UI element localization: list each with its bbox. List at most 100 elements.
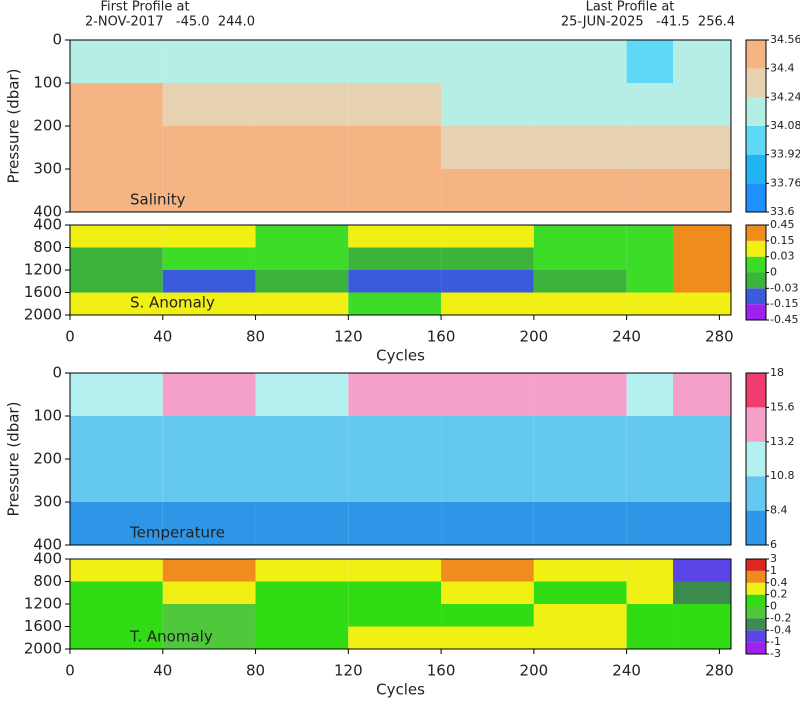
heat-cell — [533, 83, 627, 126]
colorbar-swatch — [746, 510, 766, 545]
heat-cell — [70, 373, 163, 416]
y-tick-label: 100 — [33, 407, 62, 425]
colorbar-swatch — [746, 126, 766, 155]
heat-cell — [255, 83, 349, 126]
heat-cell — [348, 83, 442, 126]
y-tick-label: 1200 — [24, 261, 62, 279]
heat-cell — [255, 225, 349, 248]
x-tick-label: 200 — [520, 328, 549, 346]
heat-cell — [70, 270, 163, 293]
heat-cell — [255, 292, 349, 315]
heat-cell — [348, 40, 442, 83]
y-tick-label: 400 — [33, 203, 62, 221]
heat-cell — [255, 169, 349, 212]
y-tick-label: 800 — [33, 238, 62, 256]
colorbar-label: 15.6 — [770, 400, 795, 413]
heat-cell — [626, 270, 674, 293]
heat-cell — [626, 604, 674, 627]
y-tick-label: 400 — [33, 550, 62, 568]
y-tick-label: 1600 — [24, 617, 62, 635]
colorbar-label: 0.03 — [770, 250, 795, 263]
x-tick-label: 240 — [612, 662, 641, 680]
y-tick-label: 200 — [33, 117, 62, 135]
heat-cell — [673, 604, 731, 627]
heat-cell — [348, 169, 442, 212]
heat-cell — [441, 604, 534, 627]
colorbar-swatch — [746, 630, 766, 643]
heat-cell — [673, 626, 731, 649]
heat-cell — [70, 559, 163, 582]
heat-cell — [533, 416, 627, 459]
x-tick-label: 280 — [705, 662, 734, 680]
heat-cell — [626, 40, 674, 83]
heat-cell — [441, 292, 534, 315]
heat-cell — [348, 247, 442, 270]
heat-cell — [348, 126, 442, 169]
heat-cell — [626, 373, 674, 416]
heat-cell — [533, 292, 627, 315]
x-tick-label: 80 — [246, 328, 265, 346]
heat-cell — [255, 416, 349, 459]
heat-cell — [70, 502, 163, 545]
heat-cell — [673, 40, 731, 83]
heat-cell — [626, 416, 674, 459]
heat-cell — [441, 225, 534, 248]
colorbar-swatch — [746, 304, 766, 320]
colorbar-label: 33.6 — [770, 205, 795, 218]
heat-cell — [533, 247, 627, 270]
colorbar-label: 34.24 — [770, 90, 800, 103]
x-tick-label: 80 — [246, 662, 265, 680]
heat-cell — [70, 225, 163, 248]
heat-cell — [626, 169, 674, 212]
x-tick-label: 40 — [153, 662, 172, 680]
heat-cell — [673, 270, 731, 293]
heat-cell — [348, 416, 442, 459]
x-axis-label: Cycles — [376, 681, 425, 699]
heat-cell — [162, 40, 256, 83]
heat-cell — [673, 416, 731, 459]
heat-cell — [533, 270, 627, 293]
colorbar-swatch — [746, 618, 766, 631]
panel-label: Temperature — [129, 524, 225, 542]
colorbar-swatch — [746, 642, 766, 654]
heat-cell — [70, 292, 163, 315]
y-tick-label: 2000 — [24, 640, 62, 658]
heat-cell — [162, 416, 256, 459]
heat-cell — [441, 559, 534, 582]
colorbar-label: 0.45 — [770, 218, 795, 231]
heat-cell — [441, 459, 534, 502]
colorbar-label: 13.2 — [770, 435, 795, 448]
heat-cell — [533, 126, 627, 169]
colorbar-label: 34.4 — [770, 62, 795, 75]
heat-cell — [626, 581, 674, 604]
y-tick-label: 100 — [33, 74, 62, 92]
heat-cell — [70, 169, 163, 212]
panel-label: Salinity — [130, 191, 186, 209]
colorbar-swatch — [746, 97, 766, 126]
heat-cell — [673, 373, 731, 416]
heat-cell — [626, 292, 674, 315]
heat-cell — [441, 270, 534, 293]
y-tick-label: 300 — [33, 493, 62, 511]
colorbar-label: 0 — [770, 600, 777, 613]
heat-cell — [441, 247, 534, 270]
y-tick-label: 400 — [33, 536, 62, 554]
colorbar-swatch — [746, 582, 766, 595]
heat-cell — [70, 247, 163, 270]
colorbar-label: -0.2 — [770, 611, 791, 624]
heat-cell — [255, 40, 349, 83]
heat-cell — [626, 559, 674, 582]
heat-cell — [162, 126, 256, 169]
heat-cell — [348, 225, 442, 248]
colorbar-label: -0.45 — [770, 313, 798, 326]
colorbar-label: 3 — [770, 552, 777, 565]
heat-cell — [626, 225, 674, 248]
heat-cell — [673, 581, 731, 604]
heat-cell — [162, 247, 256, 270]
y-tick-label: 0 — [52, 364, 62, 382]
last-profile-info: 25-JUN-2025 -41.5 256.4 — [561, 15, 735, 30]
x-tick-label: 200 — [520, 662, 549, 680]
first-profile-info: 2-NOV-2017 -45.0 244.0 — [85, 15, 255, 30]
colorbar-label: -0.4 — [770, 623, 791, 636]
heat-cell — [348, 604, 442, 627]
